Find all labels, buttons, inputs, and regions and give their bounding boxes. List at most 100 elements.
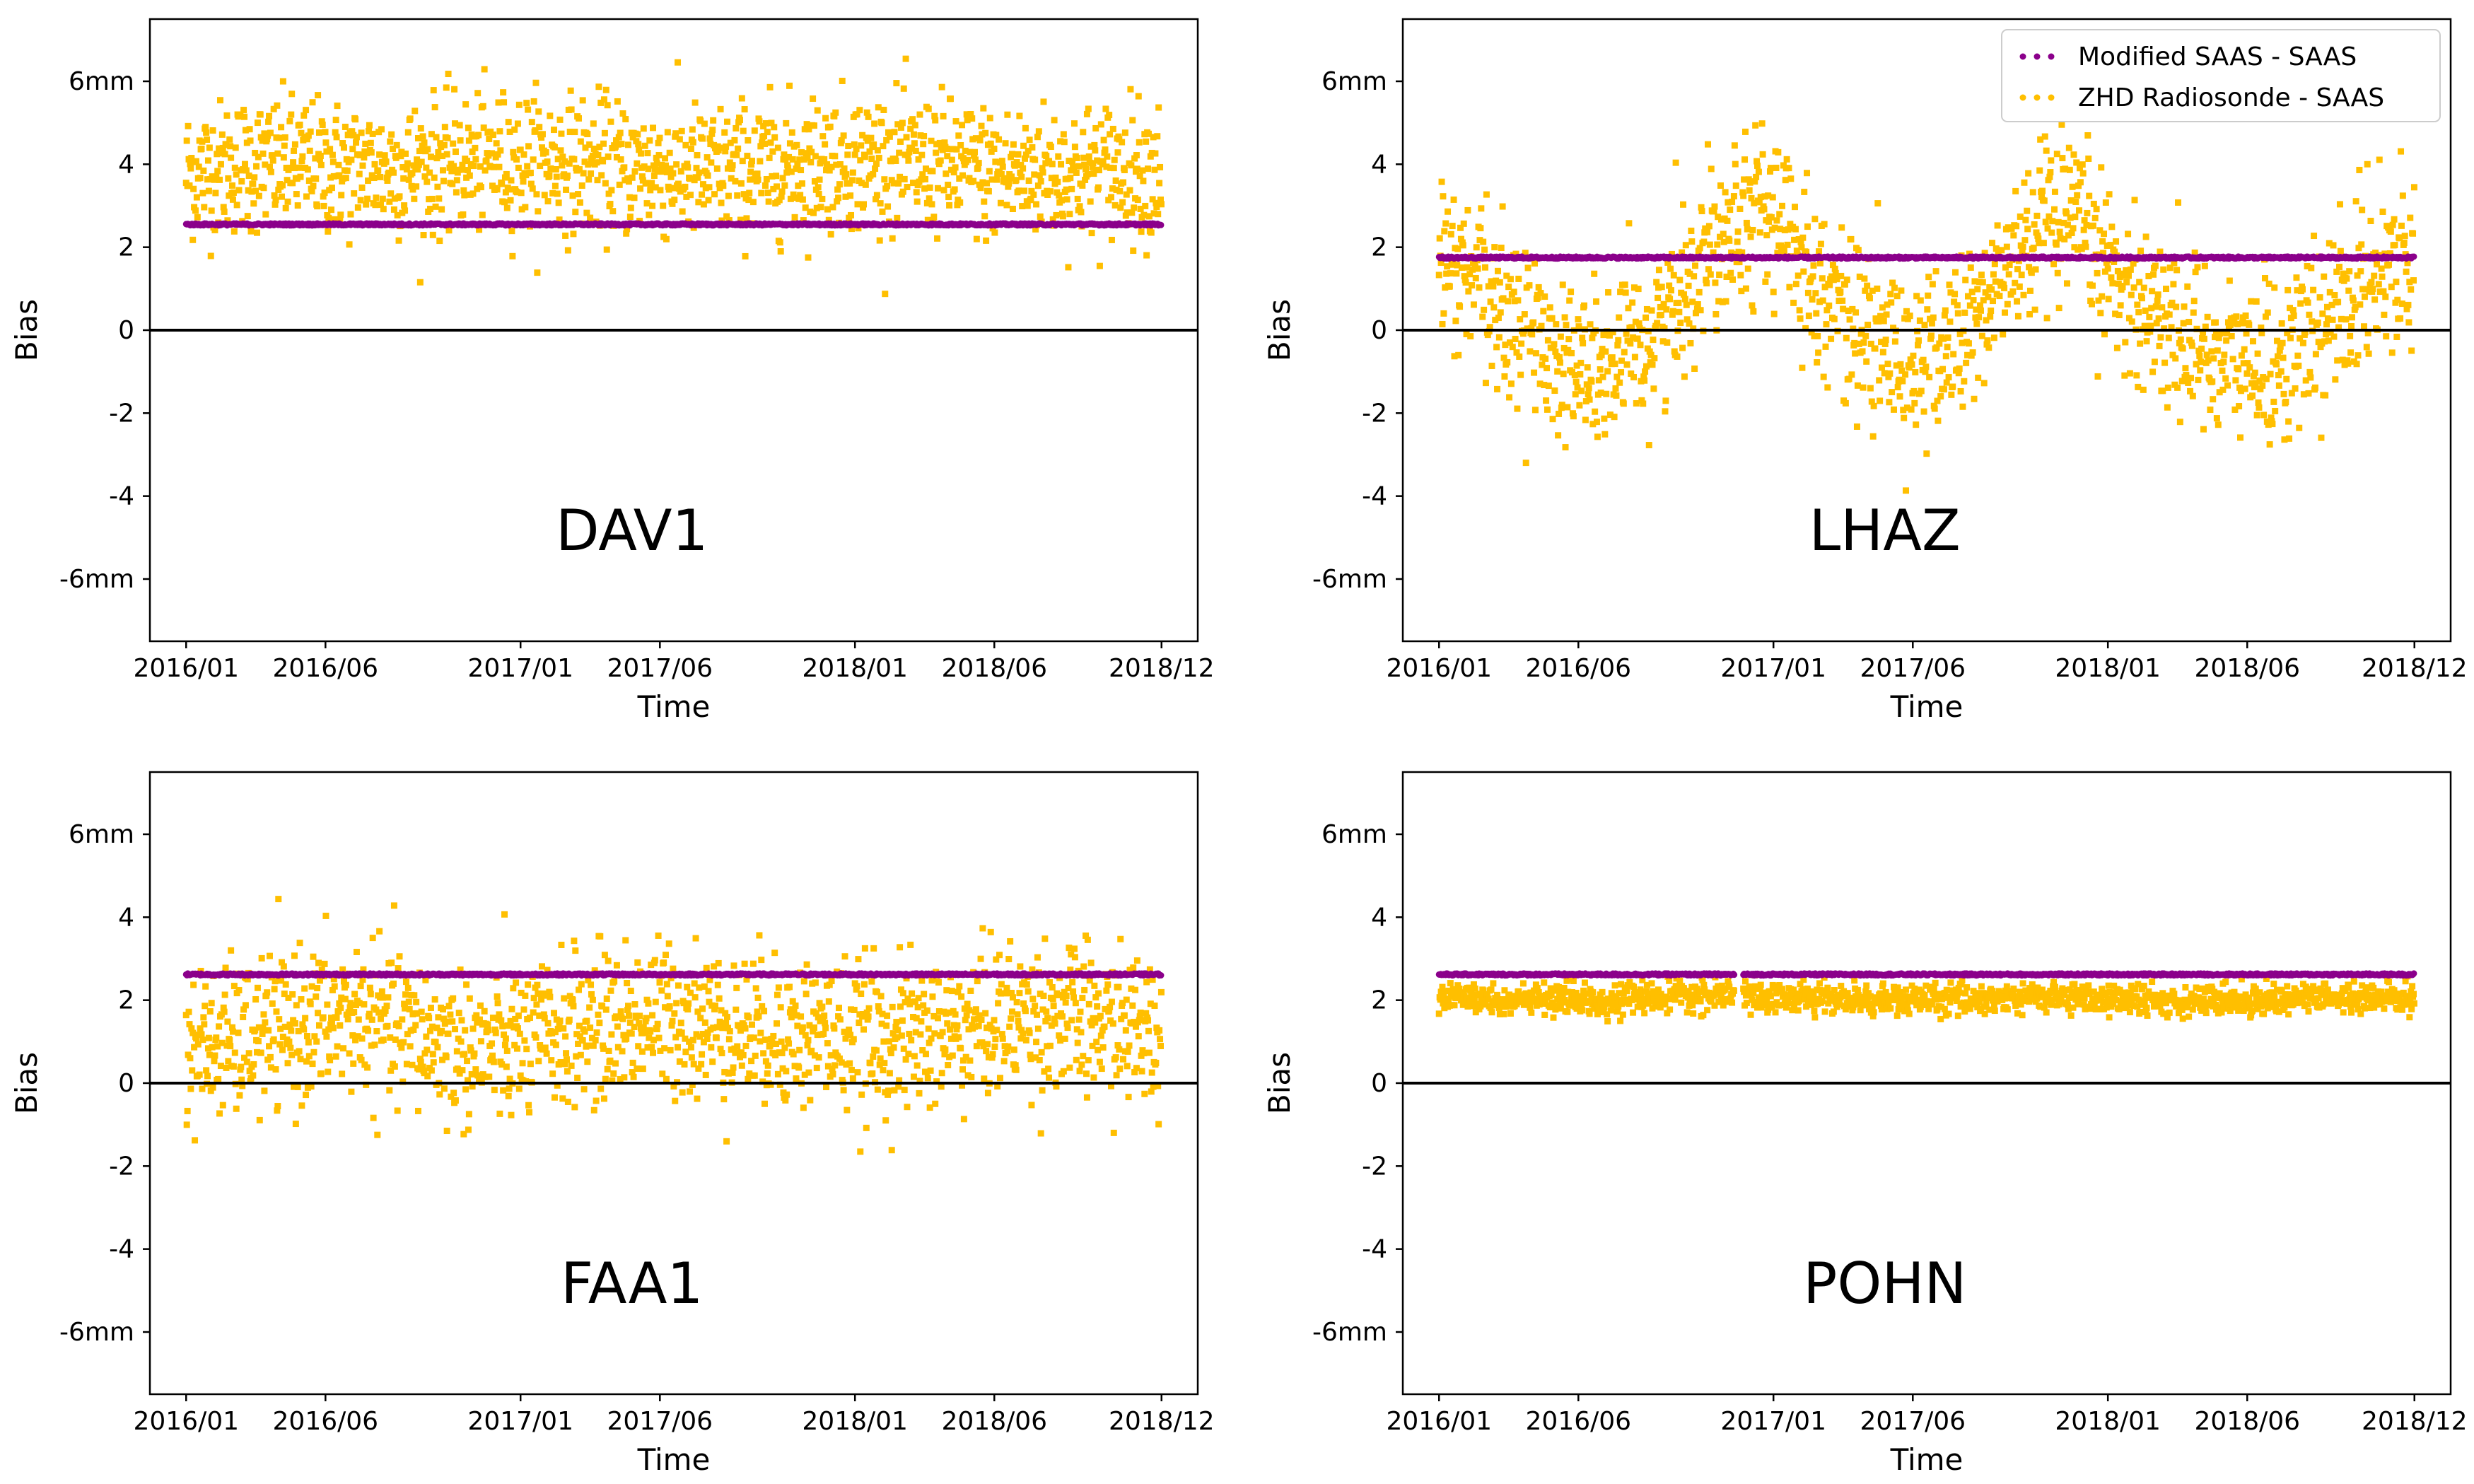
radiosonde-point	[1898, 367, 1906, 374]
radiosonde-point	[1722, 189, 1729, 196]
radiosonde-point	[183, 137, 190, 144]
radiosonde-point	[2345, 287, 2352, 294]
radiosonde-point	[2005, 271, 2012, 278]
radiosonde-point	[605, 153, 612, 160]
radiosonde-point	[601, 129, 608, 136]
radiosonde-point	[989, 225, 996, 232]
radiosonde-point	[1841, 281, 1848, 288]
radiosonde-point	[1925, 292, 1932, 299]
radiosonde-point	[2325, 337, 2332, 344]
radiosonde-point	[336, 172, 343, 179]
radiosonde-point	[1752, 122, 1759, 129]
radiosonde-point	[1111, 156, 1118, 163]
radiosonde-point	[505, 119, 512, 126]
radiosonde-point	[626, 194, 633, 201]
radiosonde-point	[510, 148, 517, 156]
radiosonde-point	[2113, 238, 2120, 245]
radiosonde-point	[2061, 235, 2068, 243]
radiosonde-point	[1128, 162, 1135, 169]
radiosonde-point	[1620, 400, 1627, 407]
radiosonde-point	[2335, 298, 2342, 305]
radiosonde-point	[2058, 121, 2065, 128]
radiosonde-point	[2014, 312, 2021, 320]
radiosonde-point	[955, 132, 962, 139]
radiosonde-point	[2273, 361, 2280, 368]
radiosonde-point	[1785, 165, 1792, 172]
radiosonde-point	[846, 180, 853, 187]
radiosonde-point	[349, 128, 356, 135]
radiosonde-point	[1913, 421, 1920, 428]
radiosonde-point	[1783, 156, 1790, 163]
radiosonde-point	[1587, 321, 1594, 328]
radiosonde-point	[2054, 269, 2061, 276]
radiosonde-point	[1756, 229, 1763, 236]
radiosonde-point	[2076, 165, 2083, 172]
radiosonde-point	[446, 164, 453, 171]
radiosonde-point	[506, 186, 513, 193]
radiosonde-point	[1951, 298, 1958, 305]
radiosonde-point	[880, 143, 887, 150]
radiosonde-point	[1540, 308, 1547, 315]
radiosonde-point	[1027, 195, 1034, 202]
radiosonde-point	[257, 134, 264, 141]
radiosonde-point	[2311, 384, 2318, 391]
radiosonde-point	[1574, 384, 1581, 391]
radiosonde-point	[496, 128, 503, 135]
radiosonde-point	[320, 202, 327, 209]
radiosonde-point	[638, 173, 646, 180]
radiosonde-point	[823, 161, 830, 168]
radiosonde-point	[460, 187, 467, 194]
radiosonde-point	[1845, 375, 1852, 382]
radiosonde-point	[224, 217, 231, 224]
radiosonde-point	[1004, 111, 1011, 118]
radiosonde-point	[682, 141, 689, 148]
radiosonde-point	[2026, 287, 2034, 294]
radiosonde-point	[1524, 325, 1531, 332]
radiosonde-point	[554, 190, 561, 197]
radiosonde-point	[1070, 120, 1078, 127]
radiosonde-point	[1512, 335, 1519, 342]
radiosonde-point	[993, 176, 1000, 183]
radiosonde-point	[1676, 276, 1684, 284]
radiosonde-point	[1961, 309, 1968, 316]
radiosonde-point	[761, 133, 768, 140]
radiosonde-point	[619, 110, 626, 117]
radiosonde-point	[284, 177, 291, 184]
radiosonde-point	[2359, 206, 2366, 214]
radiosonde-point	[2191, 249, 2198, 256]
radiosonde-point	[2080, 226, 2087, 233]
radiosonde-point	[774, 144, 781, 151]
radiosonde-point	[2140, 284, 2147, 291]
radiosonde-point	[624, 226, 631, 233]
radiosonde-point	[1782, 177, 1789, 184]
radiosonde-point	[561, 171, 568, 178]
radiosonde-point	[1749, 302, 1756, 309]
radiosonde-point	[2278, 320, 2285, 327]
radiosonde-point	[252, 149, 259, 156]
radiosonde-point	[2248, 298, 2255, 305]
radiosonde-point	[1846, 316, 1853, 323]
radiosonde-point	[439, 167, 446, 174]
radiosonde-point	[218, 150, 225, 157]
radiosonde-point	[897, 173, 904, 180]
radiosonde-point	[537, 163, 544, 170]
radiosonde-point	[684, 160, 691, 168]
radiosonde-point	[2285, 418, 2292, 425]
radiosonde-point	[1092, 124, 1099, 132]
radiosonde-point	[1732, 160, 1739, 168]
radiosonde-point	[1908, 406, 1915, 413]
radiosonde-point	[1107, 164, 1114, 171]
radiosonde-point	[1580, 340, 1587, 347]
radiosonde-point	[267, 129, 274, 136]
radiosonde-point	[423, 164, 430, 171]
radiosonde-point	[926, 195, 933, 202]
radiosonde-point	[1816, 259, 1824, 267]
radiosonde-point	[602, 180, 609, 187]
radiosonde-point	[2368, 279, 2375, 286]
radiosonde-point	[1964, 293, 1971, 300]
radiosonde-point	[917, 132, 924, 139]
radiosonde-point	[530, 156, 537, 163]
radiosonde-point	[1740, 192, 1747, 199]
radiosonde-point	[987, 140, 994, 147]
radiosonde-point	[1498, 245, 1505, 252]
